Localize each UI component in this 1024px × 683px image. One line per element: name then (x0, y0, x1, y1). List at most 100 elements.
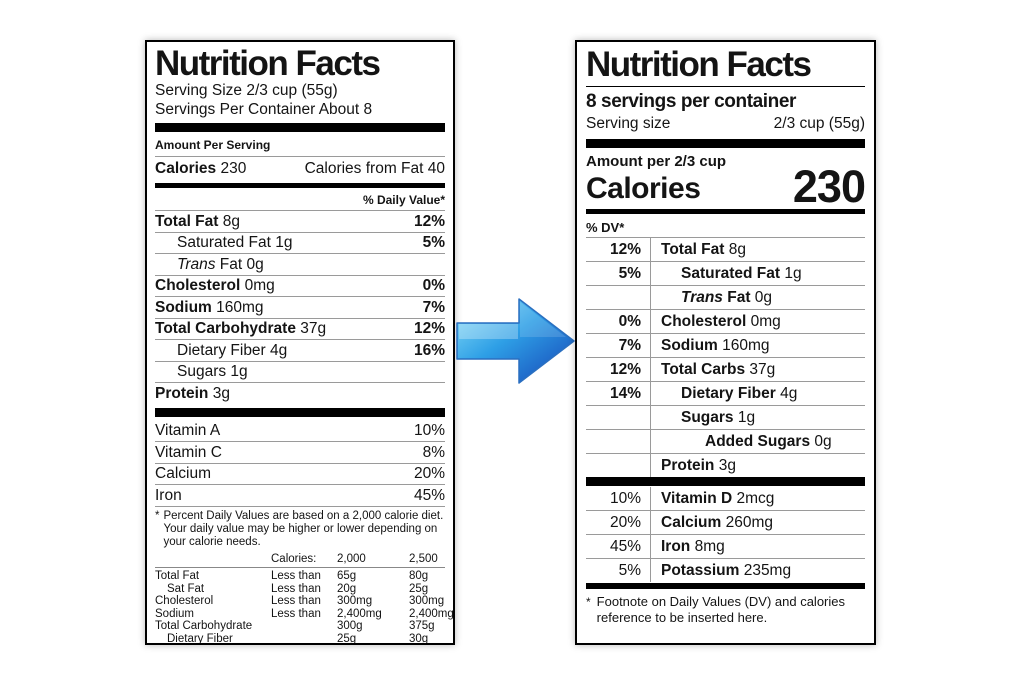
nutrient-name: Added Sugars 0g (650, 430, 865, 453)
daily-value: 16% (413, 341, 445, 359)
serving-size-value: 2/3 cup (55g) (773, 115, 865, 132)
nutrient-row: 45% Iron 8mg (586, 535, 865, 559)
nutrient-row: 7% Sodium 160mg (586, 334, 865, 358)
nutrient-name: Saturated Fat 1g (177, 234, 293, 251)
table-row: Sat Fat Less than 20g 25g (155, 583, 445, 596)
nutrient-name: Saturated Fat 1g (650, 262, 865, 285)
table-cell: 375g (409, 620, 435, 632)
trans-italic-prefix: Trans (177, 255, 216, 273)
new-footnote: * Footnote on Daily Values (DV) and calo… (586, 594, 865, 626)
table-cell: Cholesterol (155, 595, 214, 607)
nutrient-row: 5% Saturated Fat 1g (586, 262, 865, 286)
daily-value: 8% (422, 443, 445, 461)
vitamin-name: Vitamin C (155, 443, 222, 461)
nutrient-row: 0% Cholesterol 0mg (586, 310, 865, 334)
reference-table-body: Total Fat Less than 65g 80g Sat Fat Less than… (155, 570, 453, 645)
thick-divider-bar (586, 139, 865, 148)
daily-value: 12% (609, 360, 641, 378)
nutrient-label: Dietary Fiber (681, 384, 776, 402)
nutrient-label: Fat (727, 288, 751, 306)
vitamin-name: Calcium (155, 465, 211, 482)
old-reference-table: Calories: 2,000 2,500 Total Fat Less than 65… (155, 552, 453, 645)
footnote-asterisk: * (155, 509, 160, 522)
daily-value: 12% (609, 240, 641, 258)
new-vitamin-rows: 10% Vitamin D 2mcg 20% Calcium 260mg 45% Iron… (586, 487, 865, 582)
nutrient-row: Saturated Fat 1g 5% (155, 233, 445, 254)
arrow-icon (456, 298, 575, 384)
daily-value: 10% (413, 422, 445, 439)
table-cell: Dietary Fiber (167, 632, 233, 645)
old-calories: Calories 230 (155, 160, 246, 178)
vitamin-row: Vitamin A 10% (155, 421, 445, 442)
table-cell: 300g (337, 620, 363, 632)
nutrient-name: Sugars 1g (177, 363, 248, 380)
daily-value: 7% (618, 336, 641, 354)
daily-value (586, 406, 650, 429)
table-cell: Less than (271, 607, 321, 620)
nutrient-row: Dietary Fiber 4g 16% (155, 340, 445, 362)
table-cell (271, 633, 337, 644)
daily-value: 5% (422, 234, 445, 251)
table-row: Cholesterol Less than 300mg 300mg (155, 595, 445, 608)
nutrient-label: Protein (155, 384, 209, 402)
nutrient-row: 10% Vitamin D 2mcg (586, 487, 865, 511)
nutrient-label: Saturated Fat (681, 264, 781, 282)
nutrient-name: Protein 3g (650, 454, 865, 477)
daily-value: 12% (413, 212, 445, 230)
nutrient-name: Iron 8mg (650, 535, 865, 558)
vitamin-row: Iron 45% (155, 485, 445, 507)
daily-value (586, 286, 650, 309)
nutrient-row: Sodium 160mg 7% (155, 297, 445, 319)
old-calories-row: Calories 230 Calories from Fat 40 (155, 156, 445, 180)
nutrient-name: Trans Fat 0g (650, 286, 865, 309)
nutrient-label: Sodium (155, 298, 212, 316)
trans-italic-prefix: Trans (681, 288, 723, 306)
nutrient-name: Protein 3g (155, 384, 230, 402)
table-cell: 300mg (409, 595, 445, 607)
new-nutrition-label: Nutrition Facts 8 servings per container… (575, 40, 876, 645)
footnote-asterisk: * (586, 595, 591, 609)
daily-value: 45% (609, 537, 641, 555)
nutrient-row: Sugars 1g (155, 362, 445, 383)
table-cell: Less than (271, 570, 321, 582)
table-cell: 20g (337, 582, 357, 595)
old-serving-size: Serving Size 2/3 cup (55g) (155, 82, 338, 99)
transition-arrow (454, 292, 578, 395)
thick-divider-bar (586, 477, 865, 486)
daily-value: 0% (618, 312, 641, 330)
table-header-cell: 2,500 (409, 552, 438, 565)
footnote-text: Percent Daily Values are based on a 2,00… (163, 509, 444, 548)
new-calories-row: Calories 230 (586, 164, 866, 209)
nutrient-row: 5% Potassium 235mg (586, 559, 865, 582)
medium-divider-bar (155, 183, 445, 188)
nutrient-label: Iron (661, 537, 691, 555)
table-row: Total Fat Less than 65g 80g (155, 570, 445, 583)
nutrient-name: Cholesterol 0mg (155, 277, 275, 294)
daily-value (586, 430, 650, 453)
daily-value (586, 454, 650, 477)
daily-value: 7% (422, 298, 445, 316)
table-row: Total Carbohydrate 300g 375g (155, 620, 445, 633)
nutrient-label: Cholesterol (155, 277, 241, 294)
old-daily-value-header: % Daily Value* (155, 191, 445, 211)
nutrient-name: Vitamin D 2mcg (650, 487, 865, 510)
nutrient-name: Dietary Fiber 4g (177, 341, 288, 359)
table-cell: Total Fat (155, 570, 200, 582)
old-footnote: * Percent Daily Values are based on a 2,… (155, 510, 445, 549)
table-cell: Sat Fat (167, 582, 205, 595)
nutrient-name: Total Fat 8g (155, 212, 240, 230)
daily-value: 20% (413, 465, 445, 482)
nutrient-name: Dietary Fiber 4g (650, 382, 865, 405)
table-header-cell: 2,000 (337, 552, 366, 565)
table-cell (271, 620, 337, 633)
vitamin-name: Vitamin A (155, 422, 221, 439)
thick-divider-bar (155, 407, 445, 417)
reference-table-header: Calories: 2,000 2,500 (155, 552, 445, 568)
nutrient-label: Protein (661, 456, 715, 474)
nutrient-label: Fat (219, 255, 243, 273)
daily-value: 5% (618, 264, 641, 282)
nutrient-row: Protein 3g (586, 454, 865, 477)
table-header-cell: Calories: (271, 552, 317, 565)
daily-value: 5% (618, 561, 641, 579)
table-cell: 25g (409, 582, 429, 595)
